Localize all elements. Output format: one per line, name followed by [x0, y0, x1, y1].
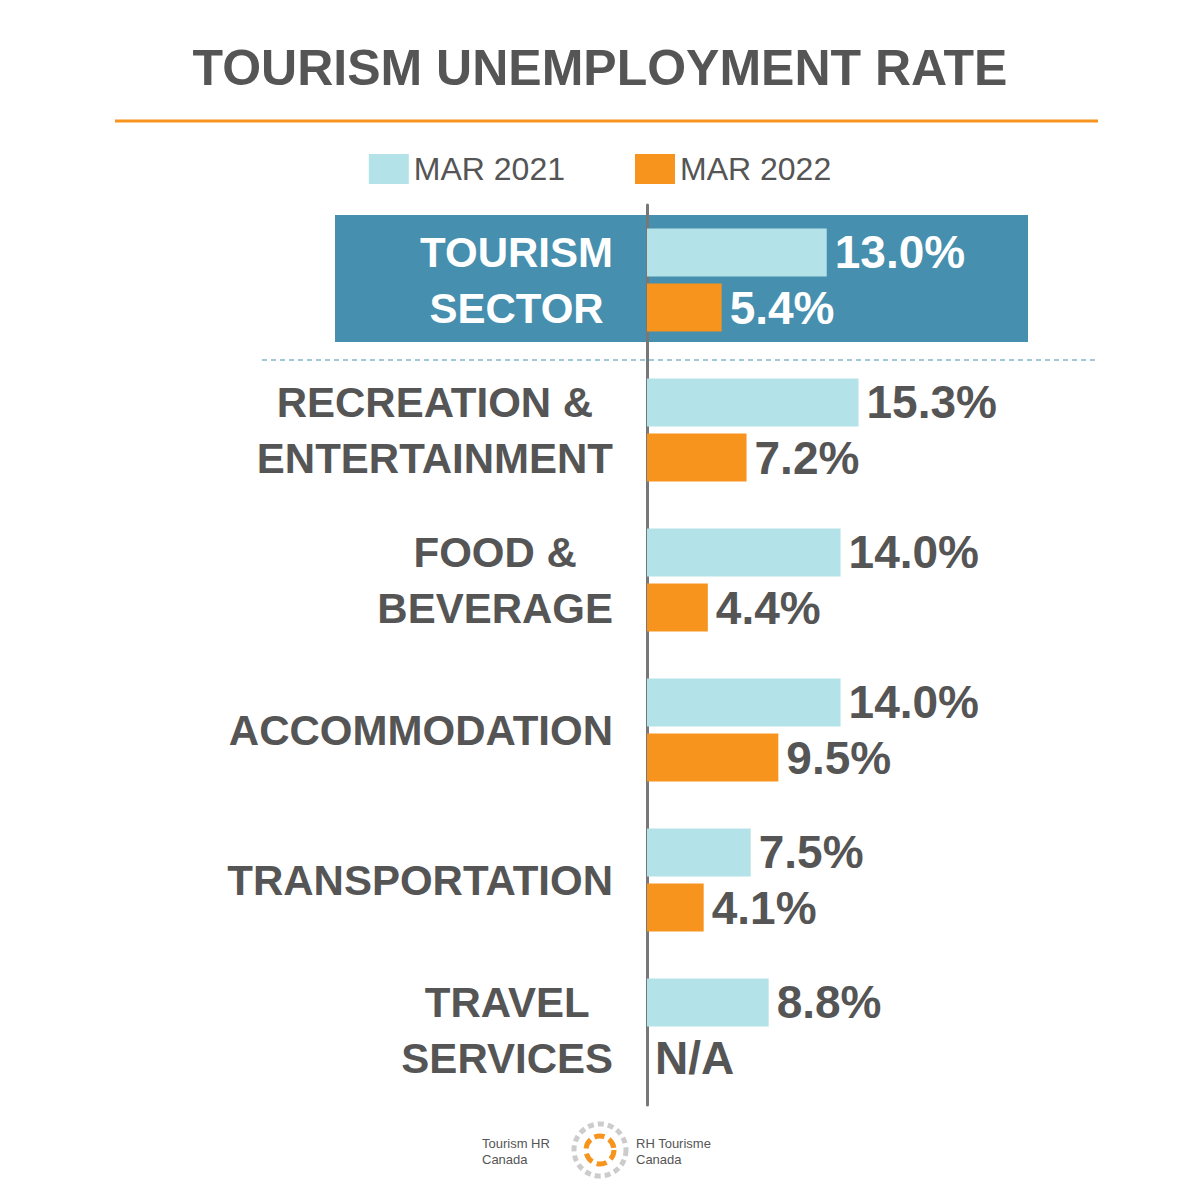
svg-text:8.8%: 8.8% [777, 976, 882, 1028]
svg-text:BEVERAGE: BEVERAGE [377, 585, 613, 632]
svg-text:MAR 2021: MAR 2021 [414, 151, 565, 187]
svg-text:7.2%: 7.2% [755, 432, 860, 484]
svg-text:MAR 2022: MAR 2022 [680, 151, 831, 187]
svg-text:15.3%: 15.3% [867, 376, 997, 428]
svg-text:FOOD &: FOOD & [413, 529, 576, 576]
svg-text:7.5%: 7.5% [759, 826, 864, 878]
svg-text:RH Tourisme: RH Tourisme [636, 1136, 711, 1151]
svg-text:14.0%: 14.0% [849, 676, 979, 728]
svg-text:RECREATION &: RECREATION & [277, 379, 594, 426]
svg-text:Canada: Canada [482, 1152, 528, 1167]
svg-text:SERVICES: SERVICES [401, 1035, 613, 1082]
svg-text:ACCOMMODATION: ACCOMMODATION [229, 707, 613, 754]
svg-text:Tourism HR: Tourism HR [482, 1136, 550, 1151]
svg-text:TRANSPORTATION: TRANSPORTATION [227, 857, 613, 904]
svg-text:N/A: N/A [655, 1032, 734, 1084]
svg-text:9.5%: 9.5% [786, 732, 891, 784]
svg-text:4.4%: 4.4% [716, 582, 821, 634]
svg-text:5.4%: 5.4% [730, 282, 835, 334]
svg-text:TOURISM: TOURISM [420, 229, 613, 276]
svg-text:SECTOR: SECTOR [429, 285, 603, 332]
svg-text:Canada: Canada [636, 1152, 682, 1167]
svg-text:14.0%: 14.0% [849, 526, 979, 578]
svg-text:ENTERTAINMENT: ENTERTAINMENT [257, 435, 614, 482]
svg-text:TRAVEL: TRAVEL [425, 979, 590, 1026]
svg-text:13.0%: 13.0% [835, 226, 965, 278]
svg-text:TOURISM UNEMPLOYMENT RATE: TOURISM UNEMPLOYMENT RATE [193, 40, 1008, 96]
svg-text:4.1%: 4.1% [712, 882, 817, 934]
